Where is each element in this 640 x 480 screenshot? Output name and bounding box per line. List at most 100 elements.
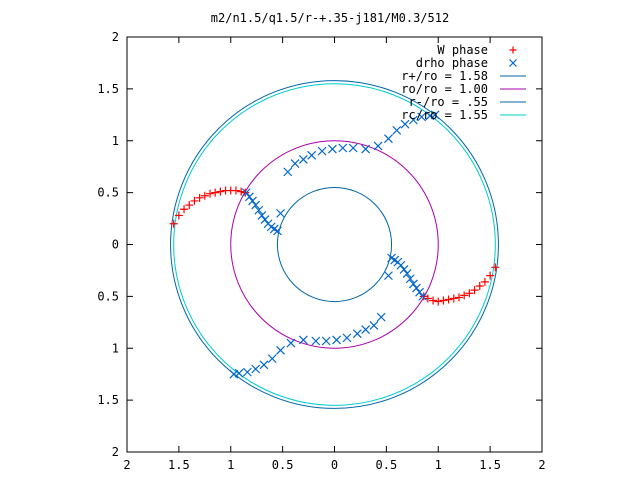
data-point-drho-phase [405, 274, 415, 284]
data-point-drho-phase [342, 333, 352, 343]
data-point-w-phase [185, 201, 194, 210]
y-tick-label: 2 [112, 30, 119, 44]
x-tick-label: 1.5 [479, 458, 501, 472]
data-point-drho-phase [400, 119, 410, 129]
data-point-drho-phase [412, 283, 421, 293]
data-point-w-phase [241, 188, 250, 197]
data-point-drho-phase [338, 143, 348, 153]
data-point-w-phase [429, 296, 438, 305]
data-point-drho-phase [248, 196, 257, 206]
data-point-drho-phase [392, 125, 402, 135]
data-point-drho-phase [321, 336, 331, 346]
data-point-drho-phase [254, 205, 264, 215]
y-tick-label: 1 [112, 134, 119, 148]
data-point-drho-phase [361, 144, 371, 154]
data-point-w-phase [455, 293, 463, 302]
data-point-w-phase [237, 187, 246, 196]
data-point-drho-phase [229, 369, 239, 379]
data-point-drho-phase [399, 264, 409, 274]
data-point-drho-phase [348, 143, 358, 153]
data-point-w-phase [216, 187, 225, 196]
data-point-drho-phase [276, 345, 285, 355]
x-tick-label: 0.5 [272, 458, 294, 472]
legend-marker [509, 59, 517, 67]
chart-title: m2/n1.5/q1.5/r-+.35-j181/M0.3/512 [211, 11, 449, 25]
legend-marker [509, 46, 517, 54]
data-point-drho-phase [384, 271, 393, 281]
y-tick-label: 2 [112, 445, 119, 459]
data-point-drho-phase [276, 208, 285, 218]
x-tick-label: 0 [331, 458, 338, 472]
data-point-drho-phase [241, 188, 251, 198]
circle-curve [170, 80, 499, 409]
data-point-w-phase [200, 191, 209, 200]
data-point-w-phase [465, 289, 474, 298]
x-tick-label: 1 [227, 458, 234, 472]
data-point-w-phase [491, 263, 500, 272]
x-tick-label: 1.5 [168, 458, 190, 472]
data-point-drho-phase [425, 111, 435, 121]
y-tick-label: 0.5 [97, 289, 119, 303]
data-point-drho-phase [273, 226, 282, 236]
data-point-drho-phase [257, 211, 267, 220]
data-point-w-phase [231, 186, 240, 195]
data-point-w-phase [439, 296, 448, 305]
data-point-w-phase [195, 193, 204, 202]
legend-label: r+/ro = 1.58 [401, 69, 488, 83]
data-point-drho-phase [311, 336, 321, 346]
x-tick-label: 2 [123, 458, 130, 472]
legend-label: rc/ro = 1.55 [401, 108, 488, 122]
data-point-drho-phase [408, 279, 418, 289]
data-point-drho-phase [415, 287, 424, 297]
data-point-w-phase [480, 277, 489, 286]
x-tick-label: 2 [538, 458, 545, 472]
data-point-drho-phase [328, 144, 337, 154]
data-point-drho-phase [307, 150, 317, 160]
data-point-drho-phase [290, 159, 300, 168]
y-tick-label: 1.5 [97, 393, 119, 407]
data-point-drho-phase [251, 200, 261, 210]
y-tick-label: 0.5 [97, 186, 119, 200]
y-tick-label: 0 [112, 238, 119, 252]
data-point-drho-phase [373, 141, 383, 151]
data-point-drho-phase [402, 269, 412, 278]
data-point-drho-phase [361, 325, 371, 334]
legend-label: drho phase [416, 56, 488, 70]
data-point-w-phase [449, 294, 458, 303]
plot-layer: 2 1.5 1 0.5 0 0.5 1 1.5 221.510.500.511.52 [97, 30, 545, 472]
circle-curve [230, 140, 439, 349]
data-point-w-phase [475, 282, 484, 290]
data-point-drho-phase [376, 312, 386, 322]
data-point-drho-phase [283, 167, 293, 177]
data-point-drho-phase [234, 368, 244, 378]
data-point-drho-phase [418, 291, 428, 301]
data-point-drho-phase [260, 215, 270, 225]
data-point-drho-phase [408, 115, 418, 125]
data-point-w-phase [419, 292, 428, 301]
data-point-w-phase [206, 189, 214, 198]
y-tick-label: 1 [112, 341, 119, 355]
data-point-drho-phase [369, 321, 379, 330]
data-point-drho-phase [417, 112, 427, 122]
data-point-w-phase [486, 271, 495, 280]
data-point-w-phase [190, 196, 199, 205]
data-point-w-phase [211, 188, 220, 197]
data-point-w-phase [169, 219, 178, 228]
data-point-drho-phase [242, 367, 252, 377]
data-point-drho-phase [267, 354, 277, 364]
legend-label: W phase [437, 43, 488, 57]
circle-curve [276, 186, 393, 303]
data-point-drho-phase [298, 155, 308, 164]
data-point-drho-phase [298, 335, 308, 345]
data-point-drho-phase [352, 329, 362, 339]
legend-label: r-/ro = .55 [409, 95, 488, 109]
data-point-drho-phase [384, 134, 393, 144]
data-point-drho-phase [251, 364, 261, 374]
circle-curve [173, 83, 496, 406]
x-tick-label: 0.5 [376, 458, 398, 472]
data-point-w-phase [174, 211, 183, 220]
data-point-w-phase [460, 291, 469, 300]
data-point-drho-phase [286, 338, 296, 348]
